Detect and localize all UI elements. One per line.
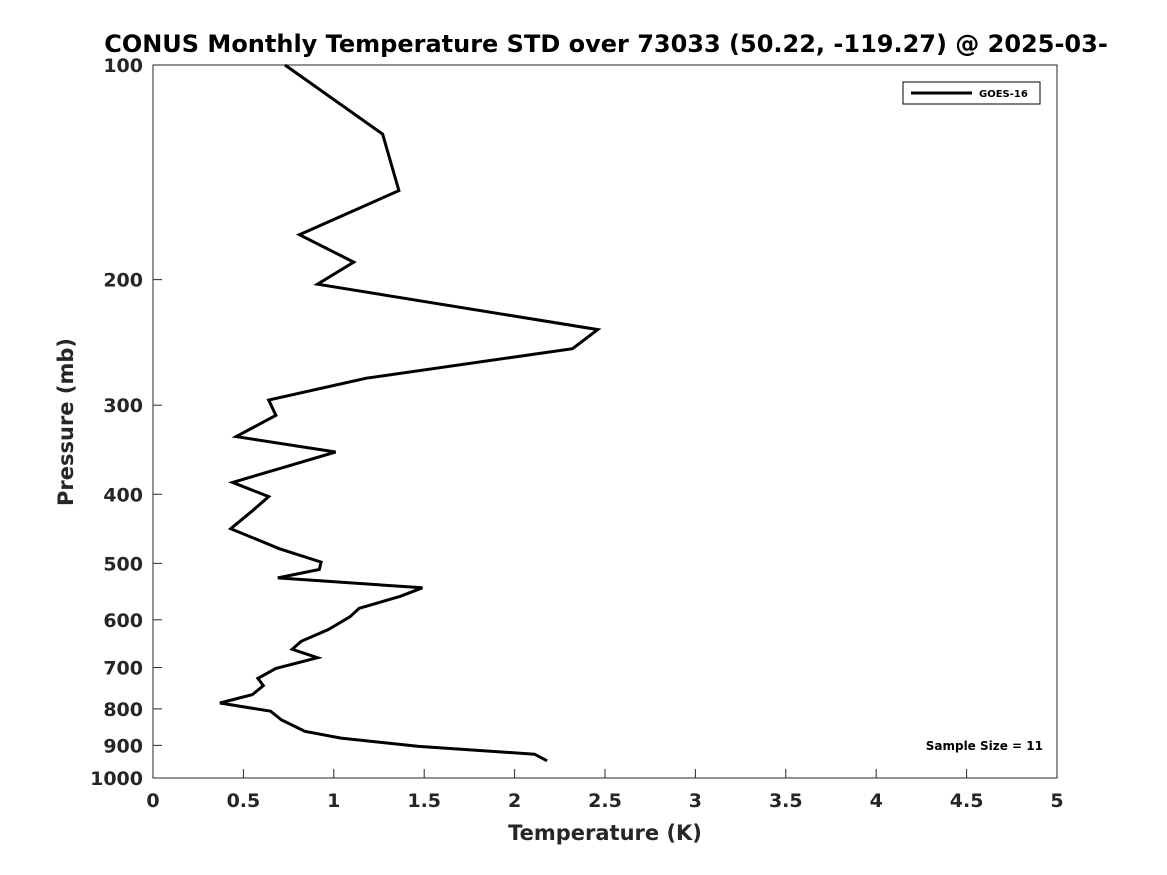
y-tick-label: 1000 xyxy=(90,768,143,790)
y-tick-label: 200 xyxy=(103,270,143,292)
y-tick-label: 500 xyxy=(103,553,143,575)
y-tick-label: 400 xyxy=(103,484,143,506)
goes-16-series-line xyxy=(219,63,602,763)
y-axis: 100 200 300 400 500 600 700 800 900 1000 xyxy=(90,55,162,790)
chart-title: CONUS Monthly Temperature STD over 73033… xyxy=(104,30,1108,58)
y-tick-label: 700 xyxy=(103,658,143,680)
x-tick-label: 4.5 xyxy=(950,790,984,812)
y-tick-label: 800 xyxy=(103,699,143,721)
x-tick-label: 4 xyxy=(870,790,883,812)
y-tick-label: 100 xyxy=(103,55,143,77)
x-tick-label: 0 xyxy=(146,790,159,812)
plot-area xyxy=(152,64,1058,779)
x-tick-label: 0.5 xyxy=(227,790,261,812)
y-tick-label: 300 xyxy=(103,395,143,417)
x-tick-label: 3.5 xyxy=(769,790,803,812)
x-tick-label: 2 xyxy=(508,790,521,812)
x-tick-label: 1 xyxy=(327,790,340,812)
x-tick-label: 1.5 xyxy=(407,790,441,812)
y-tick-label: 600 xyxy=(103,610,143,632)
legend-label-goes-16: GOES-16 xyxy=(979,89,1028,100)
x-tick-label: 5 xyxy=(1050,790,1063,812)
y-axis-label: Pressure (mb) xyxy=(54,338,78,506)
x-axis: 0 0.5 1 1.5 2 2.5 3 3.5 4 4.5 5 xyxy=(146,769,1064,812)
sample-size-annotation: Sample Size = 11 xyxy=(926,739,1043,753)
y-tick-label: 900 xyxy=(103,735,143,757)
x-tick-label: 3 xyxy=(689,790,702,812)
x-tick-label: 2.5 xyxy=(588,790,622,812)
legend: GOES-16 xyxy=(902,81,1041,105)
x-axis-label: Temperature (K) xyxy=(508,821,702,845)
